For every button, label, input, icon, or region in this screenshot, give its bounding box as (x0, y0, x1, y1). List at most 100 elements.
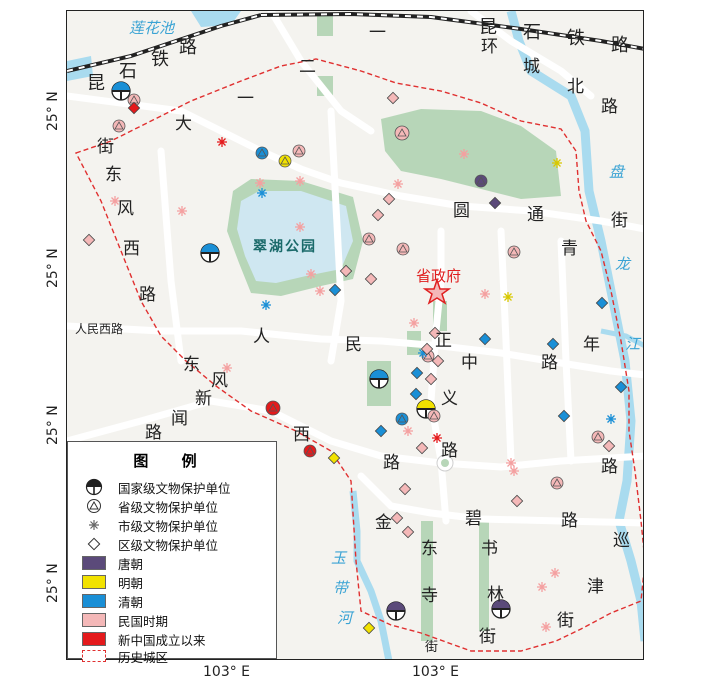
legend-label: 市级文物保护单位 (118, 518, 219, 534)
road-dongfengxi-4: 路 (139, 285, 156, 305)
road-xi-2: 路 (383, 453, 400, 473)
road-zhengyi-2: 义 (441, 389, 458, 409)
road-yuantong-2: 通 (527, 205, 544, 225)
legend-label: 明朝 (118, 575, 144, 591)
legend-label: 清朝 (118, 594, 144, 610)
road-zhengyi-1: 正 (435, 331, 452, 351)
boundary-line (82, 650, 106, 662)
historic-boundary (75, 58, 643, 652)
map-canvas (67, 11, 643, 659)
lat-label-4: 25° N (45, 563, 61, 603)
road-jinbi-1: 金 (375, 513, 392, 533)
road-huancheng-2: 城 (523, 57, 540, 77)
legend-item: 区级文物保护单位 (82, 535, 218, 553)
panlong-label-3: 江 (625, 335, 641, 353)
road-xunjin-2: 津 (587, 577, 604, 597)
district-marker-red (127, 101, 141, 115)
legend-label: 国家级文物保护单位 (118, 480, 231, 496)
lon-label-right: 103° E (412, 664, 460, 680)
district-heritage-icon (82, 536, 106, 552)
national-marker (200, 243, 220, 263)
legend-item: 新中国成立以来 (82, 630, 206, 648)
road-xi-1: 西 (293, 425, 310, 445)
railway-right-1: 昆 (479, 17, 497, 38)
road-renmin-4: 路 (541, 353, 558, 373)
newchina-swatch (82, 632, 106, 646)
national-marker (111, 81, 131, 101)
lotus-pond-label: 莲花池 (129, 19, 175, 37)
railway-top-dash (260, 12, 643, 50)
road-shulin-2: 林 (487, 585, 504, 605)
road-shulin-1: 书 (481, 539, 498, 559)
district-markers (82, 91, 628, 635)
park-label: 翠湖公园 (253, 239, 317, 255)
road-huancheng-1: 环 (481, 37, 498, 57)
legend-item: 明朝 (82, 573, 143, 591)
road-xinwen-2: 闻 (171, 409, 188, 429)
road-dongsi-1: 东 (421, 539, 438, 559)
green-6 (479, 521, 489, 631)
road-network (67, 11, 643, 527)
road-121-4: 大 (175, 114, 192, 134)
legend-item: 民国时期 (82, 611, 168, 629)
railway-left-1: 昆 (87, 73, 105, 94)
railway-left-2: 石 (119, 61, 137, 82)
national-marker (416, 399, 436, 419)
legend-label: 省级文物保护单位 (118, 499, 219, 515)
road-dongfengdong-1: 东 (183, 355, 200, 375)
road-dongfengdong-2: 风 (211, 371, 228, 391)
road-121-1: 一 (369, 23, 386, 43)
road-121-3: 一 (237, 89, 254, 109)
road-dongsi-3: 街 (425, 640, 439, 655)
road-jinbi-2: 碧 (465, 509, 482, 529)
legend-item: 省级文物保护单位 (82, 497, 218, 515)
minguo-swatch (82, 613, 106, 627)
lat-label-1: 25° N (45, 91, 61, 131)
green-5 (421, 521, 433, 641)
yudai-river (349, 490, 393, 659)
panlong-label-2: 龙 (615, 255, 631, 273)
road-121-2: 二 (299, 57, 316, 77)
road-yuantong-1: 圆 (453, 201, 470, 221)
yuantong-park (381, 109, 561, 199)
municipal-heritage-icon (82, 517, 106, 533)
panlong-label-1: 盘 (609, 163, 625, 181)
railway-left-dash (67, 14, 262, 72)
yudai-label-3: 河 (337, 609, 353, 627)
legend: 图 例 国家级文物保护单位 省级文物保护单位 市级文物保护单位 区级文物保护单位… (67, 441, 277, 665)
railway-right-2: 石 (523, 22, 541, 43)
road-renmin-2: 民 (345, 335, 362, 355)
national-marker (491, 599, 511, 619)
road-jinbi-3: 路 (561, 511, 578, 531)
national-marker (369, 369, 389, 389)
legend-title: 图 例 (133, 452, 211, 470)
road-yuantong-3: 街 (611, 211, 628, 231)
road-xinwen-3: 路 (145, 423, 162, 443)
national-marker (386, 601, 406, 621)
gov-label: 省政府 (416, 267, 462, 285)
road-renmin-3: 中 (461, 353, 478, 373)
government-star (422, 277, 452, 305)
road-xunjin-1: 巡 (613, 531, 630, 551)
lon-label-left: 103° E (203, 664, 251, 680)
road-zhengyi-3: 路 (441, 441, 458, 461)
national-heritage-icon (82, 478, 106, 496)
legend-item: 历史城区 (82, 647, 168, 665)
road-huancheng-4: 路 (601, 97, 618, 117)
legend-label: 历史城区 (118, 649, 169, 665)
yudai-label-2: 带 (333, 579, 349, 597)
ming-swatch (82, 575, 106, 589)
legend-item: 唐朝 (82, 554, 143, 572)
qing-swatch (82, 594, 106, 608)
road-121-5: 街 (97, 137, 114, 157)
road-xunjin-3: 街 (557, 611, 574, 631)
road-huancheng-3: 北 (567, 77, 584, 97)
lat-label-2: 25° N (45, 248, 61, 288)
road-qingnian-2: 年 (583, 335, 600, 355)
provincial-markers (112, 93, 605, 490)
legend-item: 清朝 (82, 592, 143, 610)
legend-label: 新中国成立以来 (118, 632, 206, 648)
lat-label-3: 25° N (45, 405, 61, 445)
municipal-markers (110, 137, 616, 632)
road-qingnian-1: 青 (561, 239, 578, 259)
